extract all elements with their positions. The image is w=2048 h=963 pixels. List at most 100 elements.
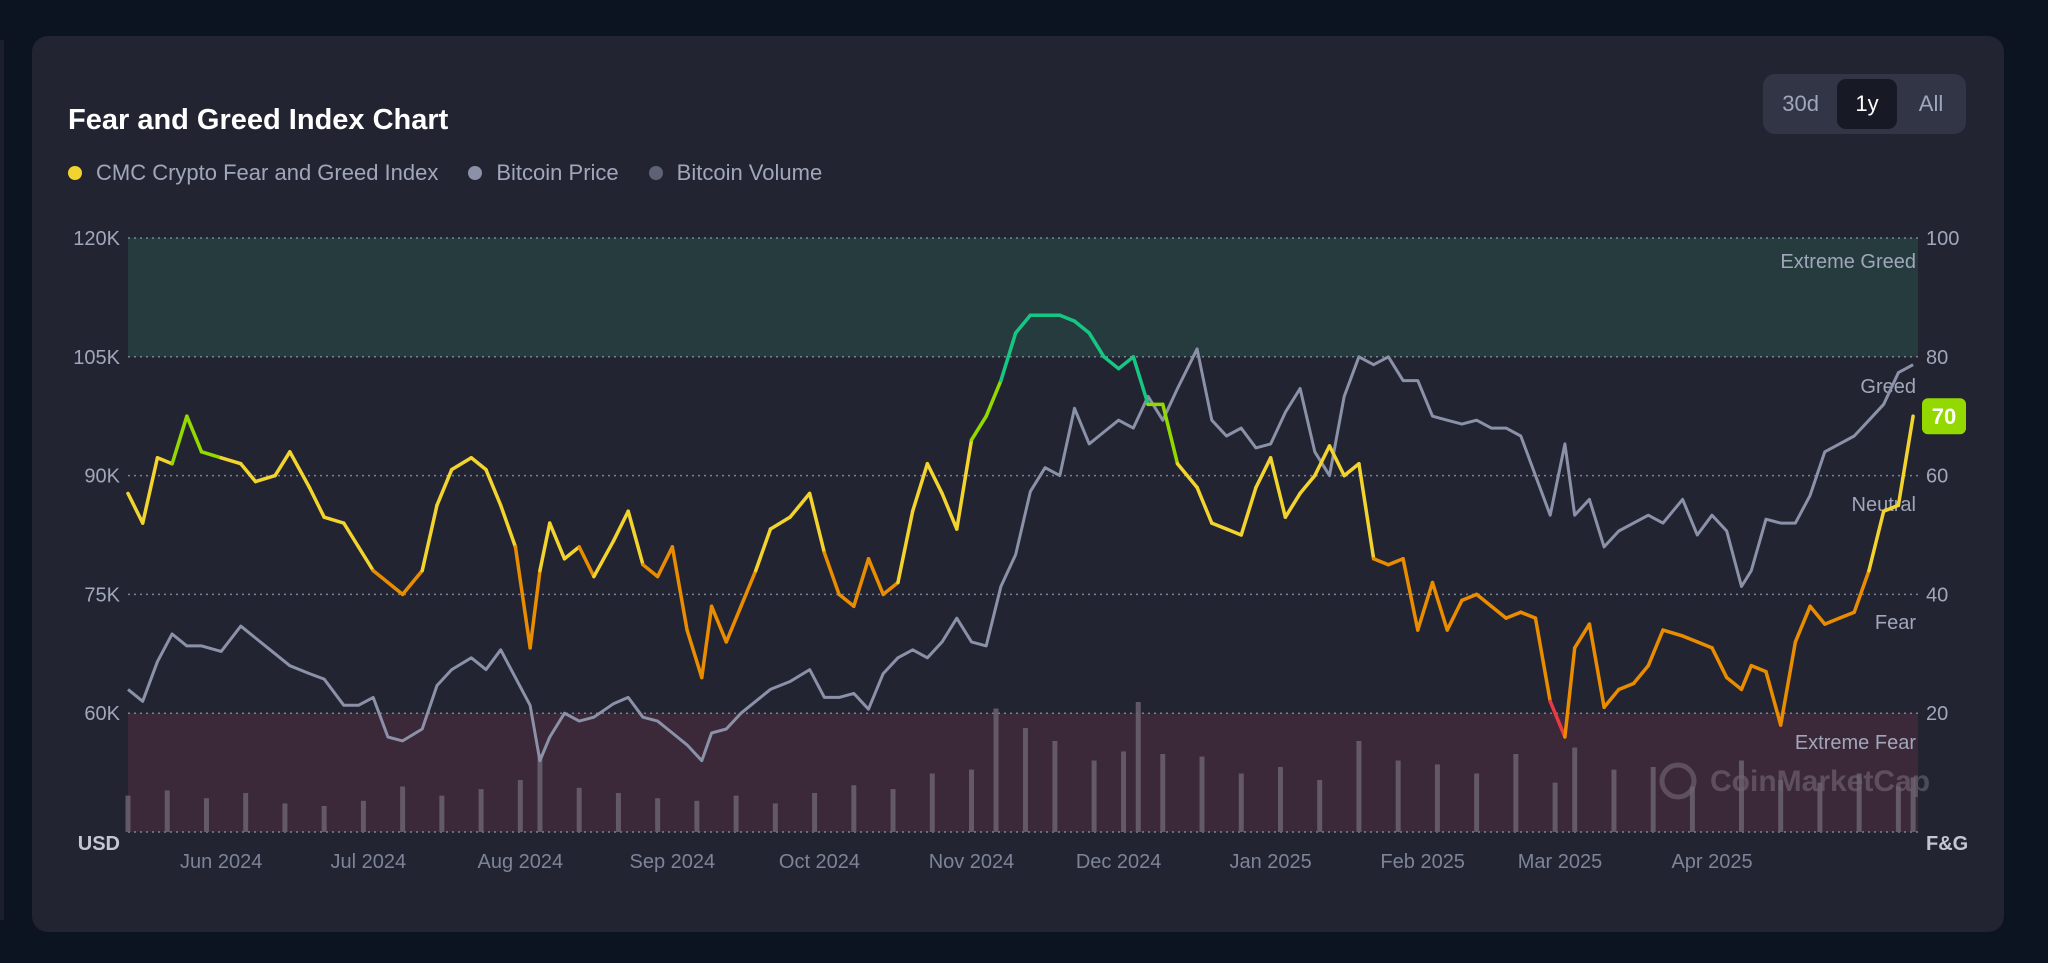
x-tick-label: Mar 2025 bbox=[1518, 851, 1603, 873]
legend-item-fear-greed[interactable]: CMC Crypto Fear and Greed Index bbox=[68, 160, 438, 186]
volume-bar bbox=[1052, 741, 1058, 832]
timeframe-1y-button[interactable]: 1y bbox=[1837, 79, 1897, 129]
fear-greed-segment bbox=[449, 456, 474, 472]
fear-greed-segment bbox=[1631, 663, 1651, 686]
fear-greed-segment bbox=[1896, 414, 1915, 508]
volume-bar bbox=[1238, 773, 1244, 832]
fear-greed-segment bbox=[342, 521, 361, 549]
y-right-tick-label: 80 bbox=[1926, 347, 1948, 369]
volume-bar bbox=[1317, 780, 1323, 832]
zone-label-fear: Fear bbox=[1875, 612, 1916, 634]
fear-greed-segment bbox=[1533, 616, 1552, 704]
volume-bar bbox=[1650, 767, 1656, 832]
fear-greed-line bbox=[126, 313, 1915, 739]
volume-bar bbox=[1121, 751, 1127, 832]
volume-bar bbox=[1513, 754, 1519, 832]
volume-bar bbox=[890, 789, 896, 832]
timeframe-all-button[interactable]: All bbox=[1918, 91, 1944, 116]
zone-label-extreme-fear: Extreme Fear bbox=[1795, 732, 1916, 754]
y-left-tick-label: 60K bbox=[84, 703, 120, 725]
sidebar-edge bbox=[0, 40, 4, 920]
y-right-tick-label: 100 bbox=[1926, 228, 1959, 250]
volume-bar bbox=[1395, 760, 1401, 832]
fear-greed-segment bbox=[1474, 592, 1494, 609]
fear-greed-segment bbox=[239, 461, 258, 484]
x-tick-label: Nov 2024 bbox=[929, 851, 1015, 873]
fear-greed-segment bbox=[273, 450, 292, 478]
fear-greed-segment bbox=[400, 568, 424, 597]
fear-greed-segment bbox=[1587, 622, 1606, 710]
volume-bar bbox=[1277, 767, 1283, 832]
volume-bar bbox=[517, 780, 523, 832]
volume-bar bbox=[203, 798, 209, 832]
volume-bar bbox=[360, 800, 366, 832]
fear-greed-segment bbox=[356, 545, 375, 573]
fear-greed-segment bbox=[910, 461, 930, 513]
fear-greed-segment bbox=[562, 545, 581, 561]
fear-greed-segment bbox=[685, 628, 704, 680]
fear-greed-segment bbox=[528, 568, 542, 650]
fear-greed-segment bbox=[1489, 604, 1508, 620]
fear-greed-chart[interactable]: 120K 105K 90K 75K 60K 100 80 60 40 20 USD F&G Jun 20… bbox=[32, 36, 2004, 932]
fear-greed-segment bbox=[1572, 622, 1592, 650]
volume-bar bbox=[1817, 782, 1823, 832]
volume-bar bbox=[993, 708, 999, 832]
volume-bar bbox=[1895, 786, 1901, 832]
volume-bar bbox=[537, 754, 543, 832]
volume-bar bbox=[929, 773, 935, 832]
fear-greed-segment bbox=[1210, 521, 1229, 531]
fear-greed-segment bbox=[1268, 456, 1288, 519]
fear-greed-segment bbox=[484, 467, 503, 508]
fear-greed-segment bbox=[1548, 699, 1567, 739]
fear-greed-segment bbox=[592, 539, 616, 579]
volume-bar bbox=[1856, 773, 1862, 832]
fear-greed-segment bbox=[498, 503, 518, 549]
x-tick-label: Jan 2025 bbox=[1230, 851, 1312, 873]
x-tick-label: Dec 2024 bbox=[1076, 851, 1162, 873]
x-tick-label: Sep 2024 bbox=[630, 851, 716, 873]
fear-greed-segment bbox=[1401, 557, 1420, 632]
volume-bar bbox=[1611, 769, 1617, 832]
chart-title: Fear and Greed Index Chart bbox=[68, 104, 449, 136]
fear-greed-segment bbox=[641, 562, 660, 579]
fear-greed-segment bbox=[577, 545, 596, 579]
fear-greed-segment bbox=[626, 509, 645, 567]
fear-greed-segment bbox=[1386, 557, 1405, 567]
bitcoin-price-line bbox=[127, 347, 1914, 763]
fear-greed-segment bbox=[896, 509, 915, 585]
fear-greed-segment bbox=[670, 545, 689, 632]
volume-bar bbox=[1910, 777, 1916, 832]
fear-greed-segment bbox=[1646, 628, 1665, 668]
volume-bar bbox=[1091, 760, 1097, 832]
fear-greed-segment bbox=[881, 580, 900, 597]
y-right-tick-label: 40 bbox=[1926, 584, 1948, 606]
fear-greed-segment bbox=[1072, 319, 1091, 335]
fear-greed-segment bbox=[1680, 634, 1700, 644]
fear-greed-segment bbox=[724, 604, 743, 644]
y-right-tick-label: 20 bbox=[1926, 703, 1948, 725]
volume-bar bbox=[400, 786, 406, 832]
fear-greed-segment bbox=[1283, 491, 1302, 519]
fear-greed-segment bbox=[1867, 509, 1886, 573]
fear-greed-segment bbox=[1313, 444, 1332, 478]
fear-greed-segment bbox=[1602, 687, 1621, 710]
volume-bar bbox=[1356, 741, 1362, 832]
fear-greed-segment bbox=[253, 473, 277, 484]
legend-item-bitcoin-price[interactable]: Bitcoin Price bbox=[468, 160, 619, 186]
fear-greed-segment bbox=[1175, 461, 1199, 490]
fear-greed-segment bbox=[969, 414, 988, 442]
fear-greed-segment bbox=[768, 515, 792, 531]
x-tick-label: Aug 2024 bbox=[478, 851, 564, 873]
volume-bar bbox=[1160, 754, 1166, 832]
volume-bar bbox=[1199, 756, 1205, 832]
fear-greed-segment bbox=[611, 509, 630, 543]
legend-item-bitcoin-volume[interactable]: Bitcoin Volume bbox=[648, 160, 822, 186]
volume-bar bbox=[164, 790, 170, 832]
y-left-tick-label: 120K bbox=[73, 228, 120, 250]
fear-greed-segment bbox=[822, 551, 841, 597]
timeframe-30d-button[interactable]: 30d bbox=[1782, 91, 1819, 116]
fear-greed-segment bbox=[1764, 669, 1783, 727]
fear-greed-segment bbox=[371, 568, 390, 585]
fear-greed-segment bbox=[1371, 557, 1391, 567]
fear-greed-segment bbox=[386, 580, 405, 597]
